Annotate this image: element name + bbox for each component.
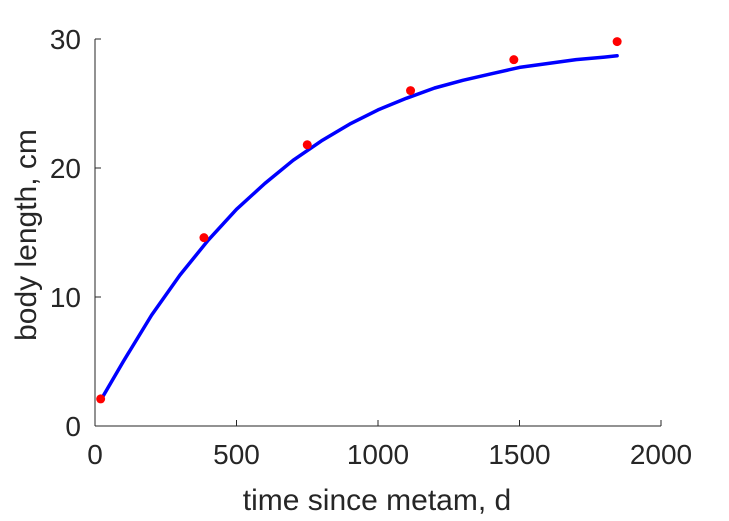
data-point <box>509 55 519 65</box>
data-point <box>302 140 312 150</box>
x-tick-label: 0 <box>87 439 103 470</box>
y-tick-label: 10 <box>50 282 81 313</box>
x-tick-label: 1500 <box>488 439 550 470</box>
data-point <box>406 86 416 96</box>
y-tick-label: 0 <box>65 411 81 442</box>
x-tick-label: 500 <box>213 439 260 470</box>
y-tick-label: 30 <box>50 24 81 55</box>
fit-curve <box>98 54 619 402</box>
x-tick-label: 1000 <box>347 439 409 470</box>
x-axis-label: time since metam, d <box>243 484 511 517</box>
data-point <box>612 37 622 47</box>
y-tick-label: 20 <box>50 153 81 184</box>
data-point <box>96 394 106 404</box>
y-axis-label: body length, cm <box>10 129 43 341</box>
x-tick-label: 2000 <box>630 439 692 470</box>
data-point <box>199 233 209 243</box>
